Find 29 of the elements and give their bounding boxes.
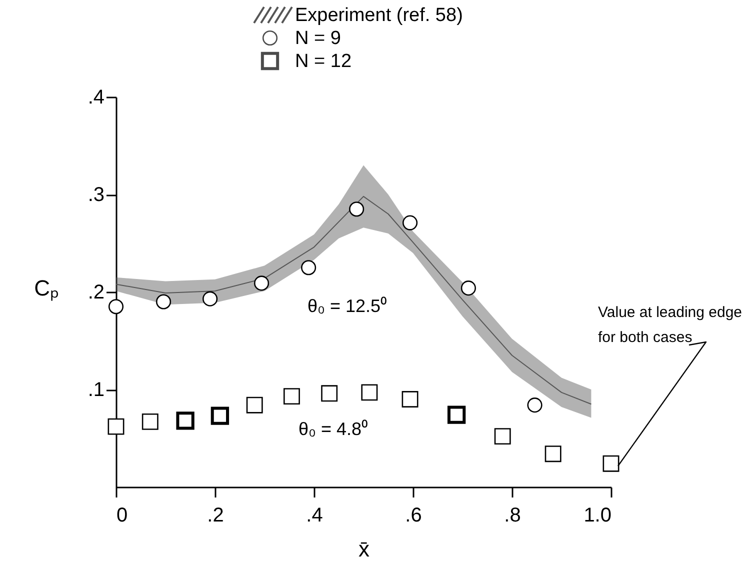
y-tick-label: .2 [88,282,104,304]
y-tick-label: .1 [88,379,104,401]
x-tick-label: 0 [116,504,128,526]
legend-label: N = 12 [295,51,352,72]
point [202,291,218,306]
x-tick-label: .4 [306,504,323,526]
point [108,418,124,435]
annotation: θ₀ = 4.8⁰ [298,419,368,439]
legend-label: Experiment (ref. 58) [295,5,463,26]
x-tick-label: .8 [504,504,521,526]
point [156,294,172,310]
x-tick-label: 1.0 [584,504,612,526]
point [402,215,418,230]
legend-label: N = 9 [295,28,341,49]
annotation: θ₀ = 12.5⁰ [307,296,387,316]
x-tick-label: .2 [207,504,224,526]
y-tick-label: .4 [88,86,104,108]
point [210,406,230,425]
x-tick-label: .6 [405,504,422,526]
y-axis-title: Cₚ [34,276,59,302]
y-tick-label: .3 [88,184,104,206]
point [460,280,476,296]
point [254,276,270,291]
point [349,202,364,217]
point [176,412,194,430]
x-axis-title: x̄ [358,536,370,562]
annotation: Value at leading edge for both cases [598,304,742,346]
point [447,406,466,424]
line-series [116,196,592,405]
